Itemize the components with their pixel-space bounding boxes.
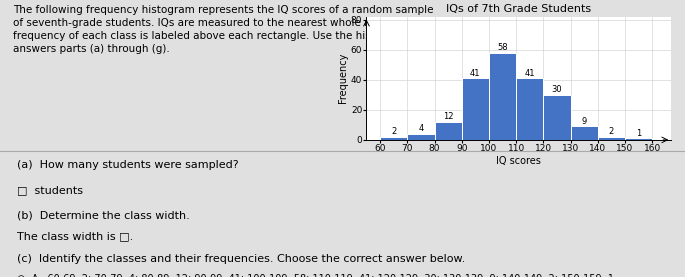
Bar bbox=[380, 137, 408, 140]
Text: 41: 41 bbox=[470, 68, 481, 78]
Text: 58: 58 bbox=[497, 43, 508, 52]
Text: (a)  How many students were sampled?: (a) How many students were sampled? bbox=[17, 160, 238, 170]
Text: The class width is □.: The class width is □. bbox=[17, 232, 134, 242]
Title: IQs of 7th Grade Students: IQs of 7th Grade Students bbox=[447, 4, 591, 14]
Bar bbox=[598, 137, 625, 140]
Bar bbox=[489, 53, 516, 140]
Text: (c)  Identify the classes and their frequencies. Choose the correct answer below: (c) Identify the classes and their frequ… bbox=[17, 254, 465, 264]
Text: 1: 1 bbox=[636, 129, 641, 138]
Text: 41: 41 bbox=[525, 68, 535, 78]
Bar bbox=[434, 122, 462, 140]
Bar bbox=[625, 138, 652, 140]
Bar bbox=[543, 95, 571, 140]
Text: 30: 30 bbox=[551, 85, 562, 94]
Bar bbox=[516, 78, 543, 140]
Bar bbox=[571, 126, 598, 140]
Text: 4: 4 bbox=[419, 124, 423, 133]
Text: ○  A.  60-69, 2; 70-79, 4; 80-89, 12; 90-99, 41; 100-109, 58; 110-119, 41; 120-1: ○ A. 60-69, 2; 70-79, 4; 80-89, 12; 90-9… bbox=[17, 275, 614, 277]
Text: 2: 2 bbox=[391, 127, 397, 136]
Text: (b)  Determine the class width.: (b) Determine the class width. bbox=[17, 210, 190, 220]
Bar bbox=[462, 78, 489, 140]
Y-axis label: Frequency: Frequency bbox=[338, 53, 348, 103]
X-axis label: IQ scores: IQ scores bbox=[497, 156, 541, 166]
Text: The following frequency histogram represents the IQ scores of a random sample
of: The following frequency histogram repres… bbox=[14, 4, 434, 54]
Text: □  students: □ students bbox=[17, 185, 83, 195]
Bar bbox=[408, 134, 434, 140]
Text: 9: 9 bbox=[582, 117, 587, 125]
Text: 12: 12 bbox=[443, 112, 453, 121]
Text: 2: 2 bbox=[609, 127, 614, 136]
